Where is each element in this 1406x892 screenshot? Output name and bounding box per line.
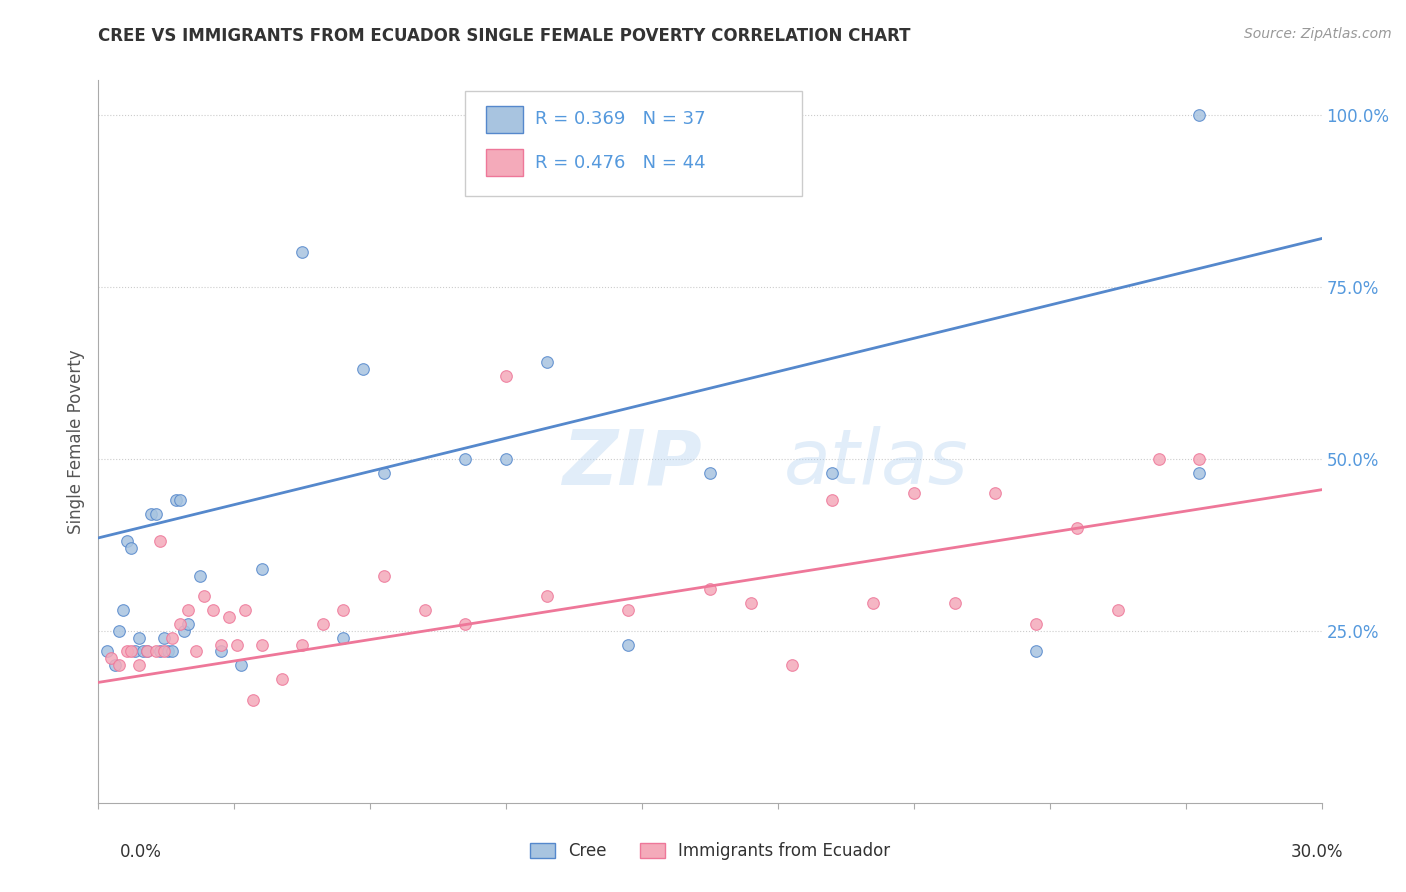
Point <box>152 631 174 645</box>
Text: R = 0.369   N = 37: R = 0.369 N = 37 <box>536 111 706 128</box>
Text: R = 0.476   N = 44: R = 0.476 N = 44 <box>536 153 706 171</box>
Point <box>699 582 721 597</box>
Text: Source: ZipAtlas.com: Source: ZipAtlas.com <box>1244 27 1392 41</box>
Point <box>145 644 167 658</box>
Point <box>454 616 477 631</box>
Point <box>128 631 150 645</box>
Point <box>270 672 294 686</box>
Point <box>984 486 1007 500</box>
Point <box>188 568 212 582</box>
Point <box>233 603 256 617</box>
Point <box>152 644 174 658</box>
Text: CREE VS IMMIGRANTS FROM ECUADOR SINGLE FEMALE POVERTY CORRELATION CHART: CREE VS IMMIGRANTS FROM ECUADOR SINGLE F… <box>98 27 911 45</box>
Point <box>352 362 374 376</box>
Point <box>104 658 127 673</box>
Point <box>128 658 150 673</box>
Point <box>141 507 163 521</box>
Point <box>132 644 155 658</box>
Text: atlas: atlas <box>783 426 967 500</box>
Point <box>250 562 273 576</box>
Point <box>821 493 844 508</box>
Point <box>780 658 803 673</box>
Point <box>165 493 187 508</box>
Point <box>136 644 159 658</box>
Point <box>160 644 183 658</box>
Point <box>231 658 253 673</box>
Point <box>617 638 640 652</box>
Point <box>115 534 138 549</box>
Point <box>943 596 966 610</box>
Point <box>160 631 183 645</box>
Point <box>1188 466 1211 480</box>
Point <box>108 624 131 638</box>
FancyBboxPatch shape <box>465 91 801 196</box>
Point <box>201 603 224 617</box>
Point <box>495 369 517 384</box>
Point <box>332 603 354 617</box>
Point <box>124 644 146 658</box>
Y-axis label: Single Female Poverty: Single Female Poverty <box>66 350 84 533</box>
Point <box>136 644 159 658</box>
Point <box>100 651 122 665</box>
FancyBboxPatch shape <box>486 149 523 177</box>
Text: 30.0%: 30.0% <box>1291 843 1343 861</box>
Legend: Cree, Immigrants from Ecuador: Cree, Immigrants from Ecuador <box>523 836 897 867</box>
Point <box>413 603 436 617</box>
Point <box>862 596 884 610</box>
Point <box>115 644 138 658</box>
Point <box>1025 616 1047 631</box>
Point <box>495 451 517 466</box>
Text: ZIP: ZIP <box>564 426 703 500</box>
Point <box>145 507 167 521</box>
Point <box>193 590 215 604</box>
FancyBboxPatch shape <box>486 105 523 133</box>
Point <box>699 466 721 480</box>
Point <box>177 603 200 617</box>
Point <box>173 624 195 638</box>
Point <box>617 603 640 617</box>
Point <box>1025 644 1047 658</box>
Point <box>821 466 844 480</box>
Point <box>1188 108 1211 122</box>
Point <box>536 355 558 369</box>
Point <box>218 610 240 624</box>
Point <box>226 638 249 652</box>
Point <box>1188 451 1211 466</box>
Point <box>332 631 354 645</box>
Point <box>169 493 191 508</box>
Point <box>373 466 395 480</box>
Point <box>149 534 172 549</box>
Point <box>156 644 179 658</box>
Point <box>1066 520 1088 534</box>
Point <box>96 644 118 658</box>
Point <box>209 638 232 652</box>
Point <box>250 638 273 652</box>
Point <box>177 616 200 631</box>
Point <box>169 616 191 631</box>
Point <box>903 486 925 500</box>
Point <box>740 596 762 610</box>
Point <box>291 245 314 260</box>
Point <box>312 616 335 631</box>
Point <box>1107 603 1129 617</box>
Point <box>242 692 264 706</box>
Point <box>108 658 131 673</box>
Point <box>120 541 142 556</box>
Point <box>454 451 477 466</box>
Point <box>209 644 232 658</box>
Point <box>111 603 134 617</box>
Point <box>149 644 172 658</box>
Point <box>536 590 558 604</box>
Point <box>120 644 142 658</box>
Point <box>1147 451 1170 466</box>
Point <box>186 644 208 658</box>
Point <box>373 568 395 582</box>
Point <box>291 638 314 652</box>
Text: 0.0%: 0.0% <box>120 843 162 861</box>
